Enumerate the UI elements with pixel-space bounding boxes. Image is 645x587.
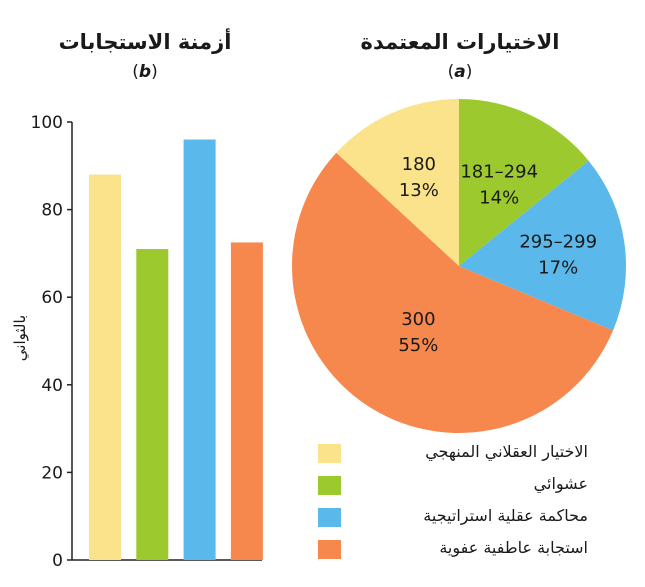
legend-swatch xyxy=(318,476,341,495)
legend-label: محاكمة عقلية استراتيجية xyxy=(423,506,588,525)
bar xyxy=(183,139,216,560)
legend-swatch xyxy=(318,444,341,463)
pie-slice-label: 180 xyxy=(402,154,436,175)
pie-slice-percent: 14% xyxy=(479,188,519,209)
legend-item: محاكمة عقلية استراتيجية xyxy=(318,504,618,530)
pie-slice-percent: 17% xyxy=(538,258,578,279)
y-tick-label: 0 xyxy=(52,551,63,571)
pie-slice xyxy=(459,160,626,331)
pie-slice xyxy=(291,152,614,434)
legend-item: عشوائي xyxy=(318,472,618,498)
pie-slice-label: 300 xyxy=(401,309,435,330)
legend-item: الاختيار العقلاني المنهجي xyxy=(318,440,618,466)
legend-swatch xyxy=(318,540,341,559)
pie-chart-title: الاختيارات المعتمدة xyxy=(360,30,560,54)
bar-chart-title: أزمنة الاستجابات xyxy=(58,30,232,54)
y-tick-label: 80 xyxy=(41,201,63,221)
y-tick-label: 60 xyxy=(41,288,63,308)
pie-slice-label: 181–294 xyxy=(460,162,538,183)
bar xyxy=(230,242,263,560)
pie-slice-percent: 13% xyxy=(399,180,439,201)
pie-slice-label: 295–299 xyxy=(519,232,597,253)
bar xyxy=(136,249,169,560)
bar-panel-letter: b xyxy=(138,62,152,82)
pie-panel-letter: a xyxy=(454,62,466,82)
legend-label: استجابة عاطفية عفوية xyxy=(439,538,588,557)
y-axis-label: بالثواني xyxy=(11,315,30,361)
y-tick-label: 40 xyxy=(41,376,63,396)
bar xyxy=(89,174,121,560)
bar-panel-label: (b) xyxy=(132,62,158,82)
y-tick-label: 20 xyxy=(41,463,63,483)
legend-item: استجابة عاطفية عفوية xyxy=(318,536,618,562)
legend-swatch xyxy=(318,508,341,527)
legend-label: عشوائي xyxy=(533,474,588,493)
pie-slice xyxy=(459,99,589,266)
legend-label: الاختيار العقلاني المنهجي xyxy=(425,442,588,461)
pie-slice xyxy=(336,99,459,266)
pie-panel-label: (a) xyxy=(447,62,473,82)
pie-slice-percent: 55% xyxy=(398,335,438,356)
y-tick-label: 100 xyxy=(31,113,63,133)
